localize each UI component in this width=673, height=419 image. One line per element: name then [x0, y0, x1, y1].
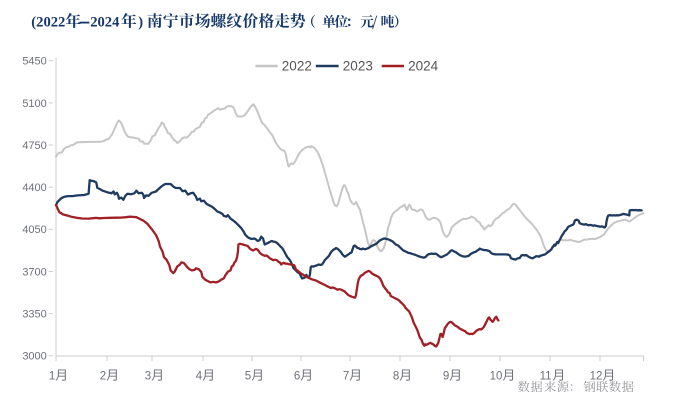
svg-text:2023: 2023 — [343, 59, 373, 74]
svg-text:5100: 5100 — [22, 98, 46, 110]
svg-text:10: 10 — [490, 371, 503, 383]
svg-text:7: 7 — [343, 371, 349, 383]
svg-text:2024: 2024 — [90, 14, 120, 30]
svg-text:4400: 4400 — [22, 182, 46, 194]
svg-text:2: 2 — [100, 371, 106, 383]
svg-text:3: 3 — [145, 371, 151, 383]
svg-text:4050: 4050 — [22, 224, 46, 236]
svg-text:9: 9 — [443, 371, 449, 383]
svg-text:(2022: (2022 — [31, 14, 65, 30]
svg-text:3000: 3000 — [22, 351, 46, 363]
svg-text:12: 12 — [590, 371, 603, 383]
svg-text:5450: 5450 — [22, 56, 46, 68]
svg-text:5: 5 — [245, 371, 251, 383]
svg-text:4750: 4750 — [22, 140, 46, 152]
svg-text:2022: 2022 — [282, 59, 312, 74]
svg-text:4: 4 — [196, 371, 203, 383]
svg-text:): ) — [138, 14, 143, 30]
svg-text:3700: 3700 — [22, 266, 46, 278]
svg-text:1: 1 — [49, 371, 55, 383]
svg-text:11: 11 — [540, 371, 552, 383]
svg-text:6: 6 — [294, 371, 300, 383]
svg-text:3350: 3350 — [22, 309, 46, 321]
svg-text:2024: 2024 — [408, 59, 439, 74]
svg-text:8: 8 — [393, 371, 399, 383]
